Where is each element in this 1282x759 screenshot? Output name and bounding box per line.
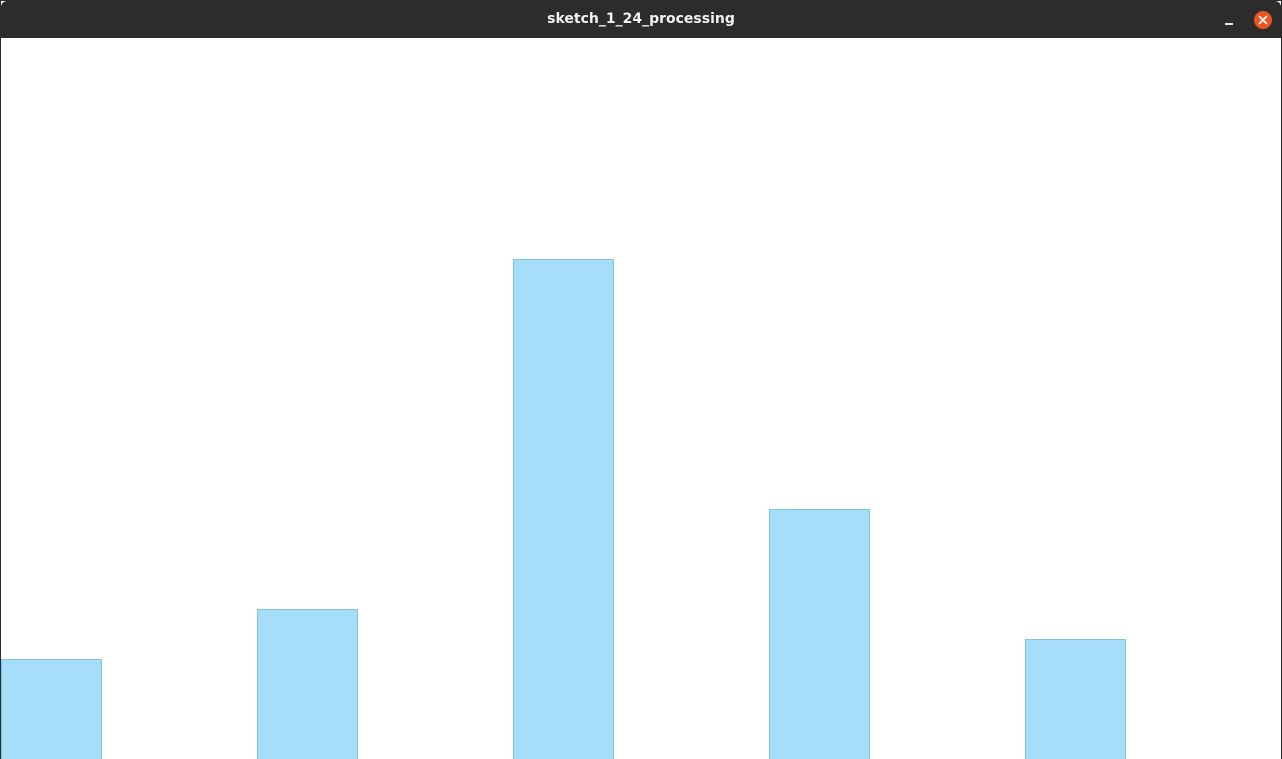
minimize-button[interactable] [1220,11,1238,29]
title-bar[interactable]: sketch_1_24_processing [1,1,1281,38]
bar-1 [1,659,102,759]
bar-chart [1,259,1126,759]
close-icon [1258,15,1268,25]
close-button[interactable] [1254,11,1272,29]
window-title: sketch_1_24_processing [547,11,735,27]
bar-5 [1025,639,1126,759]
bar-4 [769,509,870,759]
sketch-canvas[interactable] [1,38,1281,759]
bar-3 [513,259,614,759]
minimize-icon [1225,23,1233,25]
bar-2 [257,609,358,759]
